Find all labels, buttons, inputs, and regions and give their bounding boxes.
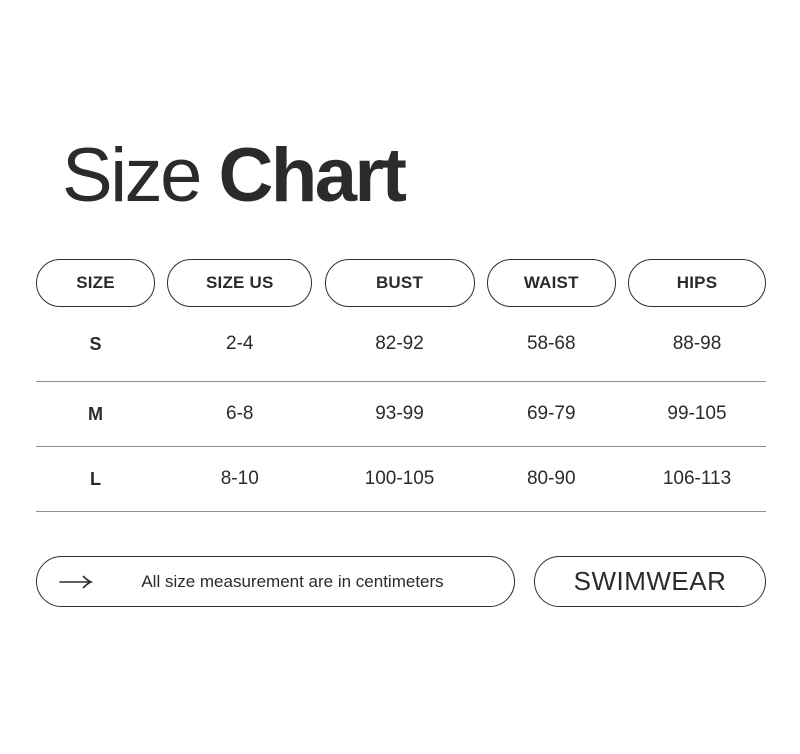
size-chart-content: Size Chart SIZE SIZE US BUST WAIST HIPS … (36, 0, 766, 607)
column-header-waist: WAIST (486, 259, 616, 307)
cell-size-us: 6-8 (226, 403, 254, 424)
cell-bust: 82-92 (375, 333, 424, 354)
cell-waist: 69-79 (526, 403, 576, 424)
cell-bust: 93-99 (375, 403, 424, 424)
cell-bust: 100-105 (364, 468, 435, 489)
footer-row: All size measurement are in centimeters … (36, 556, 766, 607)
column-header-bust: BUST (324, 259, 475, 307)
page-title-regular: Size (62, 133, 202, 218)
measurement-note-pill: All size measurement are in centimeters (36, 556, 515, 607)
cell-hips: 88-98 (672, 333, 722, 354)
column-header-hips: HIPS (628, 259, 766, 307)
long-right-arrow-icon (59, 574, 95, 590)
cell-waist: 58-68 (526, 333, 576, 354)
column-header-size: SIZE (36, 259, 155, 307)
cell-waist: 80-90 (526, 468, 576, 489)
cell-hips: 106-113 (662, 468, 732, 489)
table-row-l: L 8-10 100-105 80-90 106-113 (36, 447, 766, 512)
page-title: Size Chart (36, 0, 766, 214)
swimwear-button[interactable]: SWIMWEAR (534, 556, 766, 607)
measurement-note-text: All size measurement are in centimeters (141, 571, 444, 591)
page-title-bold: Chart (218, 133, 406, 218)
table-row-m: M 6-8 93-99 69-79 99-105 (36, 382, 766, 447)
cell-size-us: 2-4 (226, 333, 254, 354)
row-label: S (89, 333, 102, 354)
table-row-s: S 2-4 82-92 58-68 88-98 (36, 307, 766, 382)
table-header-row: SIZE SIZE US BUST WAIST HIPS (36, 259, 766, 307)
row-label: L (90, 468, 101, 489)
cell-size-us: 8-10 (220, 468, 259, 489)
size-table: S 2-4 82-92 58-68 88-98 M 6-8 93-99 69-7… (36, 307, 766, 512)
column-header-size-us: SIZE US (167, 259, 313, 307)
cell-hips: 99-105 (667, 403, 727, 424)
row-label: M (88, 403, 103, 424)
